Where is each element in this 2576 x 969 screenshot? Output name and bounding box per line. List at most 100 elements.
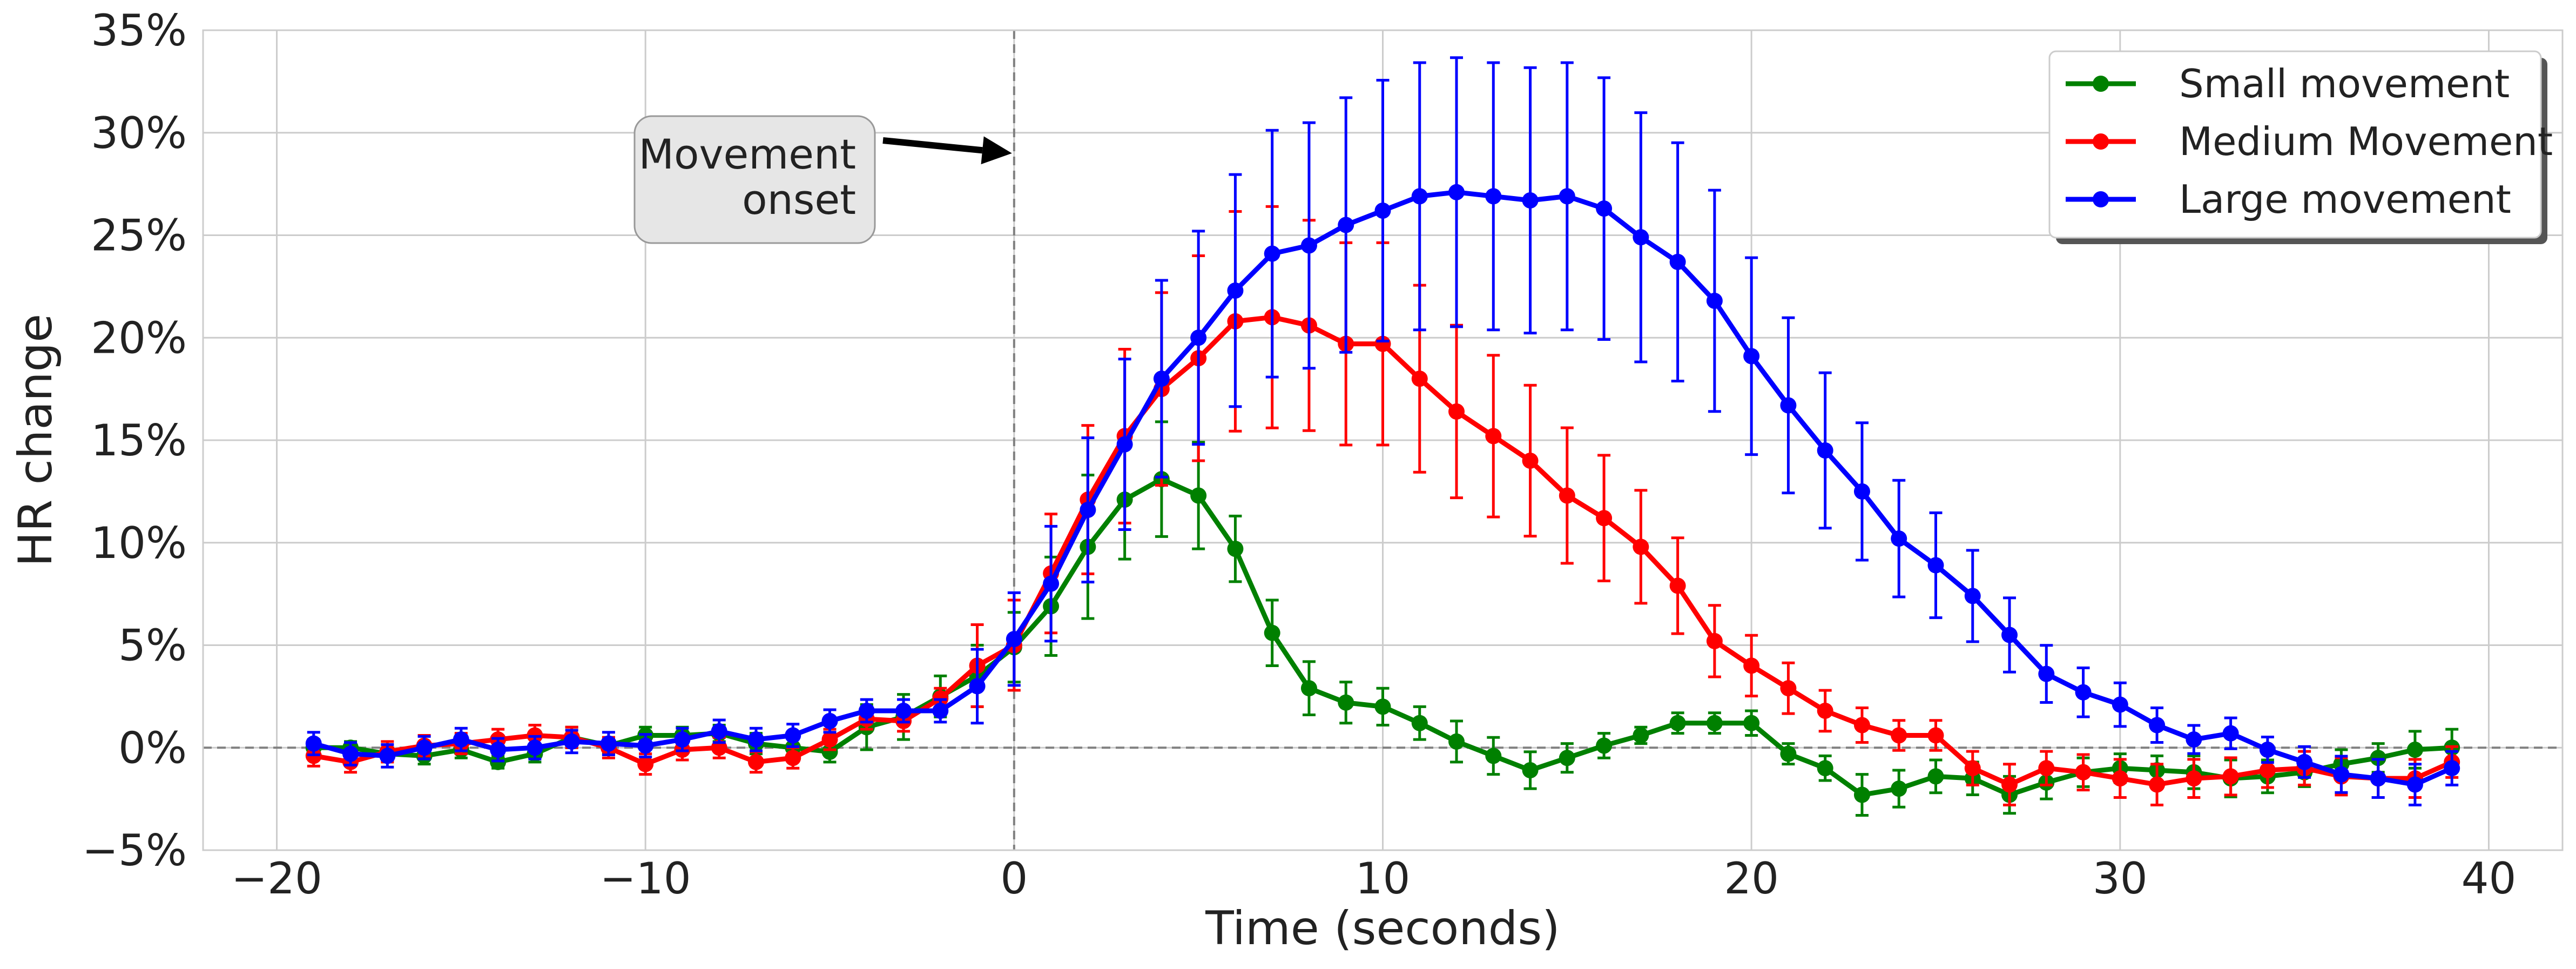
data-point [1374,698,1391,715]
data-point [785,750,801,766]
y-tick-label: −5% [82,825,187,876]
data-point [305,735,322,752]
data-point [1043,575,1060,592]
data-point [1669,253,1686,270]
data-point [1853,717,1870,734]
y-tick-label: 20% [91,313,187,363]
data-point [563,733,580,750]
x-tick-label: −10 [600,853,691,904]
legend-label: Medium Movement [2179,119,2553,164]
data-point [1743,348,1760,365]
data-point [1780,680,1797,697]
plot-frame [202,29,2564,851]
data-point [600,735,617,752]
data-point [674,731,691,748]
data-point [1780,745,1797,762]
data-point [2186,731,2202,748]
data-point [1706,292,1723,309]
data-point [895,702,912,719]
data-point [1817,442,1833,459]
x-tick-label: −20 [231,853,322,904]
data-point [1780,397,1797,414]
data-point [2406,776,2423,793]
data-point [2149,717,2166,734]
data-point [858,702,875,719]
data-point [1927,727,1944,744]
data-point [1596,510,1613,527]
legend-item: Medium Movement [2066,119,2553,164]
data-point [2001,627,2018,643]
data-point [1411,715,1428,731]
data-point [637,737,654,754]
data-point [1522,192,1539,208]
y-axis-label: HR change [9,314,63,567]
data-point [1374,202,1391,219]
data-point [2444,760,2460,777]
y-tick-label: 5% [118,621,187,671]
data-point [1116,436,1133,453]
data-point [2075,764,2092,780]
data-point [2149,776,2166,793]
data-point [2112,696,2128,713]
data-point [2222,725,2239,742]
annotation-text-line-2: onset [742,176,856,224]
data-point [1264,245,1280,262]
data-point [2333,766,2350,783]
data-point [2112,770,2128,787]
y-tick-label: 10% [91,518,187,568]
x-axis-label: Time (seconds) [1205,901,1560,955]
data-point [1411,371,1428,387]
data-point [747,753,764,770]
data-point [1927,768,1944,785]
data-point [1227,282,1244,299]
data-point [1743,657,1760,674]
legend-label: Small movement [2179,61,2510,106]
data-point [1264,624,1280,641]
legend-marker [2093,76,2109,92]
data-point [1596,200,1613,217]
data-point [1669,715,1686,731]
data-point [1522,452,1539,469]
data-point [1743,715,1760,731]
x-tick-label: 10 [1356,853,1411,904]
data-point [1338,694,1354,711]
data-point [1964,588,1981,604]
data-point [2186,770,2202,787]
data-point [1411,188,1428,205]
y-tick-label: 25% [91,211,187,261]
data-point [2259,742,2276,758]
data-point [379,748,396,764]
annotation-box [633,115,876,244]
data-point [1300,680,1317,697]
series-layer [305,56,2460,817]
data-point [969,678,986,695]
data-point [490,742,507,758]
data-point [1448,184,1465,200]
data-point [2222,768,2239,785]
data-point [1006,631,1022,648]
data-point [1891,727,1907,744]
data-point [2038,665,2055,682]
data-point [821,731,838,748]
data-point [1853,483,1870,500]
data-point [1448,733,1465,750]
data-point [2370,770,2386,787]
series-large-movement [305,56,2460,806]
data-point [1633,539,1649,555]
data-point [637,756,654,772]
data-point [1853,786,1870,803]
data-point [1080,502,1096,519]
x-tick-label: 40 [2462,853,2517,904]
data-point [416,739,433,756]
reference-lines [203,30,2562,850]
data-point [1817,702,1833,719]
data-point [1706,715,1723,731]
data-point [1559,750,1575,766]
data-point [1485,748,1502,764]
legend-item: Large movement [2066,177,2511,222]
data-point [1633,229,1649,246]
legend-items: Small movement Medium Movement Large movem… [2066,61,2553,222]
data-point [711,723,727,739]
data-point [1300,237,1317,254]
